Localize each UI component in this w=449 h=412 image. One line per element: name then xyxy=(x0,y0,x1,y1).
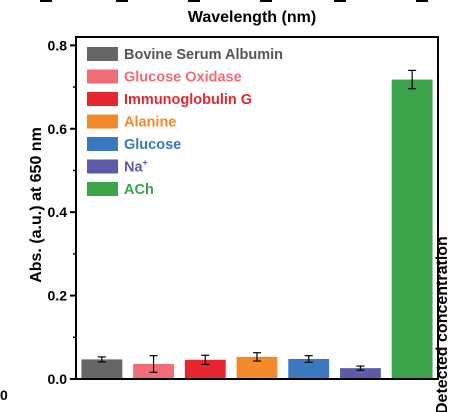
y-axis-ticks: 0.0 0.2 0.4 0.6 0.8 xyxy=(48,37,76,387)
legend-swatch xyxy=(87,69,118,84)
legend-superscript: + xyxy=(143,158,148,168)
top-axis-title: Wavelength (nm) xyxy=(188,9,316,26)
y-tick-label: 0.6 xyxy=(48,121,68,137)
legend-label: Immunoglobulin G xyxy=(124,92,252,108)
y-tick-label: 0.4 xyxy=(48,204,68,220)
bar xyxy=(81,359,123,379)
legend-label: Glucose xyxy=(124,137,181,153)
legend-swatch xyxy=(87,137,118,151)
legend-label: Na+ xyxy=(124,158,148,176)
left-edge-fragment: 0 xyxy=(0,387,8,403)
y-tick-label: 0.2 xyxy=(48,288,68,304)
plot-frame xyxy=(75,36,439,380)
right-axis-title: Detected concentration xyxy=(434,236,449,412)
y-tick-label: 0.8 xyxy=(48,37,68,53)
bar xyxy=(391,79,433,379)
y-axis-title: Abs. (a.u.) at 650 nm xyxy=(28,127,45,283)
legend-swatch xyxy=(87,182,118,196)
bar xyxy=(236,356,278,379)
legend-label: Glucose Oxidase xyxy=(124,70,242,86)
legend-swatch xyxy=(87,159,118,174)
legend: Bovine Serum Albumin Glucose Oxidase Immun… xyxy=(87,47,283,198)
bar-series xyxy=(81,69,433,379)
legend-label: Bovine Serum Albumin xyxy=(124,47,283,63)
legend-label: Alanine xyxy=(124,115,176,131)
legend-swatch xyxy=(87,92,118,106)
legend-swatch xyxy=(87,47,118,61)
bar xyxy=(184,359,226,379)
bar xyxy=(288,358,330,379)
legend-swatch xyxy=(87,114,118,129)
bar xyxy=(340,368,381,379)
y-tick-label: 0.0 xyxy=(48,371,68,387)
legend-label: ACh xyxy=(124,182,154,198)
top-clipped-ticks xyxy=(40,0,428,2)
